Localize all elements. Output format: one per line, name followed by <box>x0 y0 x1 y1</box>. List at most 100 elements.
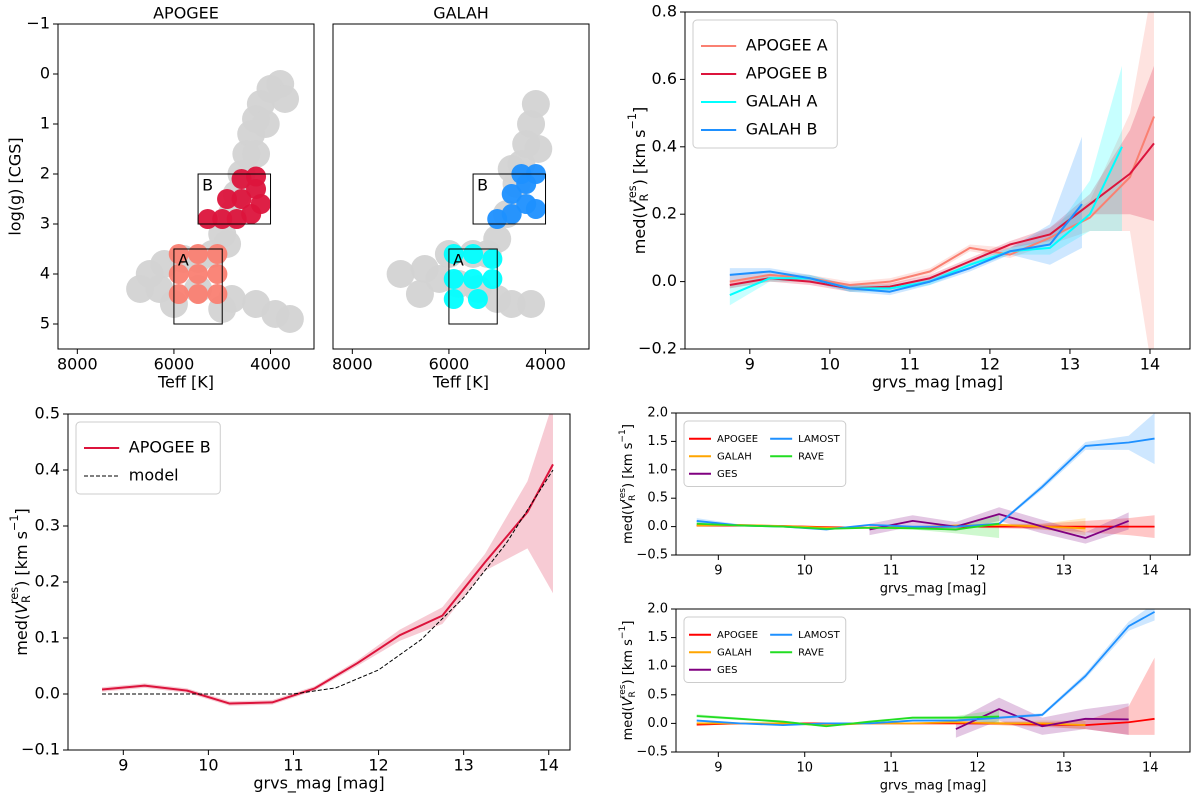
x-tick-label: 10 <box>820 355 840 374</box>
y-axis-label: med(VRres) [km s−1] <box>8 508 33 655</box>
scatter-point <box>207 244 228 264</box>
legend-label: GALAH <box>717 647 752 658</box>
y-axis-label: med(VRres) [km s−1] <box>618 621 638 741</box>
y-tick-label: 4 <box>40 264 50 283</box>
y-tick-label: 0.5 <box>35 404 60 423</box>
legend: APOGEE B model <box>75 421 221 495</box>
plot-area <box>101 414 554 706</box>
y-axis-label-part: −1 <box>8 515 21 532</box>
x-tick-label: 12 <box>980 355 1000 374</box>
y-axis-label-part: −1 <box>618 626 628 639</box>
legend-label: APOGEE B <box>129 438 211 457</box>
y-axis-label-part: med( <box>621 706 636 740</box>
y-axis-label-part: V <box>621 696 636 706</box>
scatter-point <box>275 305 304 333</box>
y-tick-label: 1.5 <box>647 630 668 645</box>
scatter-point <box>517 290 546 318</box>
scatter-point <box>217 189 238 209</box>
scatter-point <box>482 249 503 269</box>
y-axis-label-part: V <box>630 200 649 212</box>
plot-area <box>386 90 553 318</box>
scatter-point <box>251 110 280 138</box>
scatter-point <box>443 269 464 289</box>
x-axis-label: Teff [K] <box>432 373 489 392</box>
y-axis-label-part: R <box>627 494 637 501</box>
panel-title: GALAH <box>433 4 489 23</box>
scatter-point <box>126 275 155 303</box>
y-axis-label: log(g) [CGS] <box>6 137 25 235</box>
legend-label: GALAH B <box>746 120 818 139</box>
legend-label: RAVE <box>798 647 824 658</box>
x-tick-label: 4000 <box>250 355 291 374</box>
legend-label: APOGEE B <box>746 64 828 83</box>
y-tick-label: 0.1 <box>35 628 60 647</box>
y-tick-label: 0.0 <box>35 684 60 703</box>
x-axis-label: grvs_mag [mag] <box>872 373 1003 393</box>
y-axis-label-part: med( <box>621 510 636 544</box>
legend-label: APOGEE <box>717 630 758 641</box>
y-axis-label-part: ) [km s <box>621 639 636 685</box>
x-tick-label: 8000 <box>57 355 98 374</box>
selection-box <box>173 248 223 325</box>
y-tick-label: 0.8 <box>652 2 677 21</box>
x-tick-label: 9 <box>118 756 128 775</box>
y-tick-label: 0.2 <box>652 204 677 223</box>
y-axis-label-part: ] <box>630 107 649 113</box>
series-line <box>729 203 1083 293</box>
x-tick-label: 10 <box>796 761 813 776</box>
y-tick-label: 0.0 <box>652 271 677 290</box>
scatter-point <box>443 289 464 309</box>
panel: 9 10 11 12 13 14 −0.5 0.0 0.5 1.0 1.5 2.0 grvs_mag [… <box>618 602 1191 794</box>
y-tick-label: 2 <box>40 164 50 183</box>
plot-area <box>729 12 1155 349</box>
selection-box <box>448 248 498 325</box>
x-tick-label: 13 <box>453 756 473 775</box>
y-axis-label-part: R <box>638 193 651 201</box>
x-tick-label: 12 <box>969 761 986 776</box>
y-tick-label: 2.0 <box>647 406 668 421</box>
series-line <box>102 469 554 695</box>
selection-box <box>472 173 547 225</box>
series-line <box>696 522 1000 531</box>
axes-frame <box>332 23 590 350</box>
scatter-point <box>482 269 503 289</box>
legend-label: GES <box>717 665 737 676</box>
y-axis-label-part: R <box>20 595 33 603</box>
y-tick-label: 3 <box>40 214 50 233</box>
scatter-point <box>405 280 434 308</box>
scatter-point <box>463 269 484 289</box>
scatter-point <box>188 284 209 304</box>
axes-frame <box>57 23 315 350</box>
legend: APOGEE A APOGEE B GALAH A GALAH B <box>692 19 838 149</box>
y-axis-label: med(VRres) [km s−1] <box>626 107 651 254</box>
axes-frame <box>675 608 1191 753</box>
x-tick-label: 11 <box>900 355 920 374</box>
y-tick-label: −1 <box>26 14 50 33</box>
x-tick-label: 14 <box>539 756 559 775</box>
y-tick-label: −0.2 <box>638 339 677 358</box>
y-axis-label-part: ] <box>621 424 636 429</box>
y-tick-label: 0.2 <box>35 572 60 591</box>
scatter-point <box>524 135 553 163</box>
plot-area <box>696 609 1156 738</box>
series-line <box>696 715 1000 728</box>
series-line <box>955 708 1129 730</box>
legend-label: GALAH <box>717 451 752 462</box>
error-band <box>729 65 1122 306</box>
y-tick-label: 0.4 <box>652 136 677 155</box>
legend-frame <box>75 421 221 495</box>
box-label: B <box>202 176 213 195</box>
x-tick-label: 11 <box>883 761 900 776</box>
y-axis-label-part: R <box>627 691 637 698</box>
y-axis-label-part: med( <box>12 614 31 656</box>
y-axis-label-part: ] <box>12 508 31 514</box>
y-axis-label-part: ) [km s <box>630 130 649 186</box>
x-tick-label: 12 <box>368 756 388 775</box>
y-tick-label: 0.4 <box>35 460 60 479</box>
x-tick-label: 13 <box>1056 564 1073 579</box>
y-tick-label: 1 <box>40 114 50 133</box>
y-tick-label: 0.0 <box>647 716 668 731</box>
x-axis-label: grvs_mag [mag] <box>880 582 987 597</box>
legend-label: model <box>129 466 179 485</box>
panel: 9 10 11 12 13 14 −0.5 0.0 0.5 1.0 1.5 2.0 grvs_mag [… <box>618 406 1191 597</box>
